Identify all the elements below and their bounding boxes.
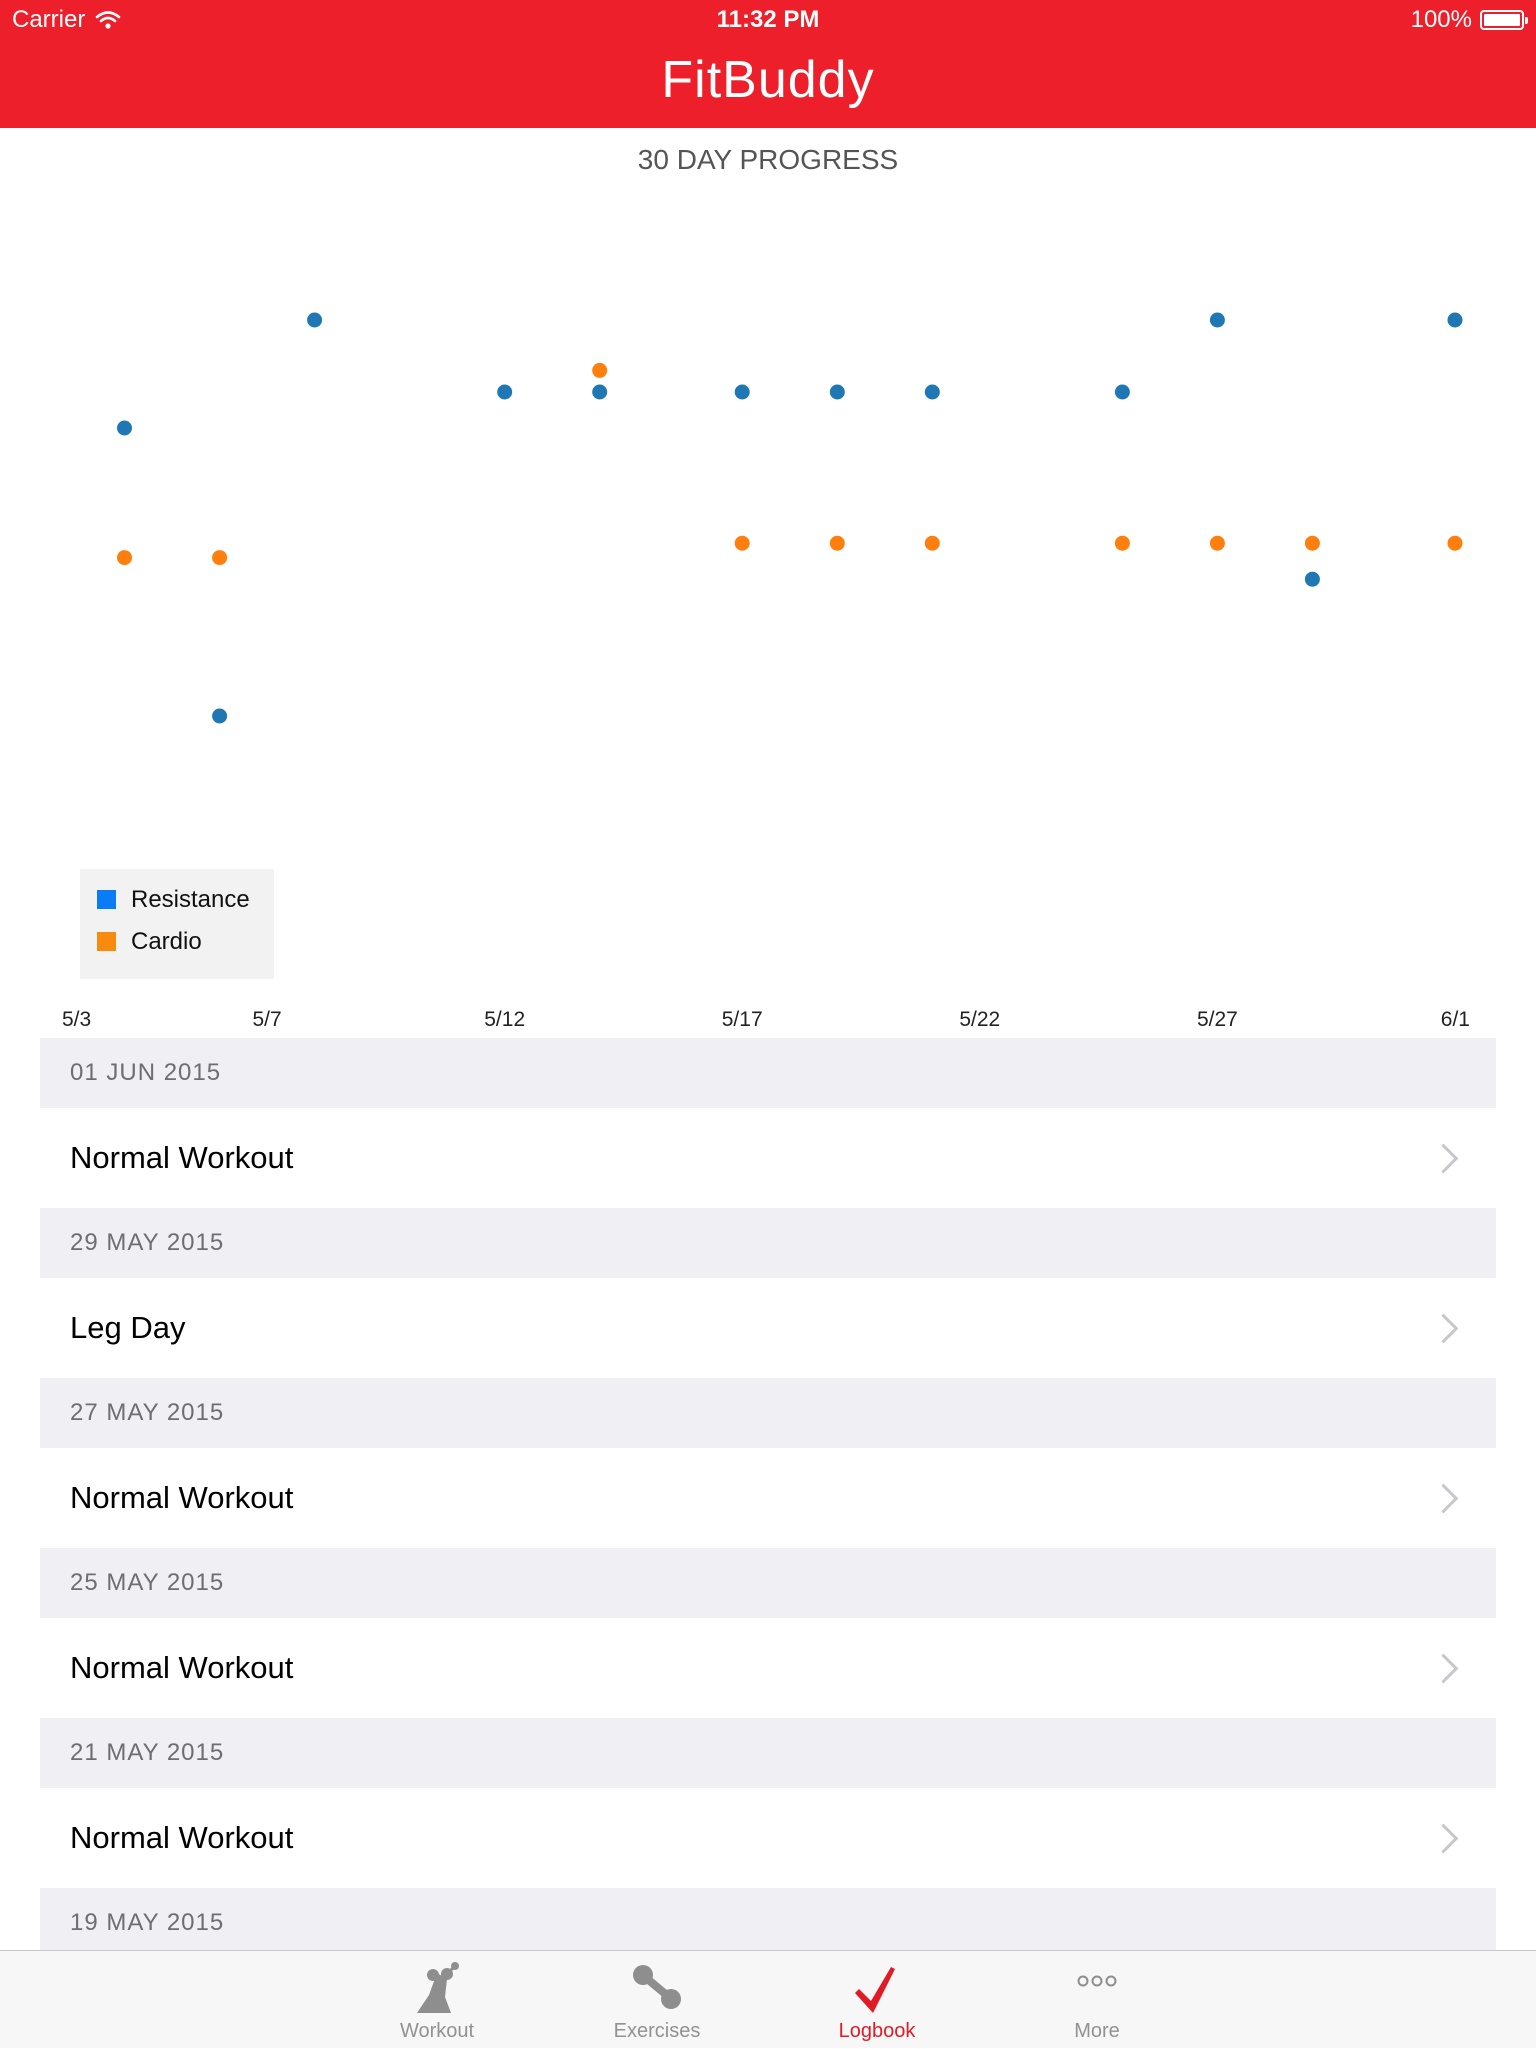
x-tick-label: 5/12: [484, 1008, 525, 1031]
legend-label: Cardio: [131, 928, 202, 955]
legend-label: Resistance: [131, 886, 250, 913]
resistance-point: [734, 384, 750, 400]
resistance-point: [117, 420, 132, 436]
tab-bar: Workout Exercises Logbook More: [0, 1950, 1536, 2048]
tab-label-exercises: Exercises: [613, 2020, 701, 2042]
navigation-bar: Carrier 11:32 PM 100% FitBuddy: [0, 0, 1536, 128]
workout-row[interactable]: Normal Workout: [40, 1448, 1496, 1548]
section-date-label: 27 MAY 2015: [70, 1399, 225, 1426]
cardio-point: [1209, 535, 1225, 551]
chevron-right-icon: [1428, 1823, 1459, 1853]
cardio-point: [117, 550, 132, 566]
workout-name: Normal Workout: [70, 1140, 294, 1175]
cardio-point: [829, 535, 845, 551]
x-tick-label: 6/1: [1441, 1008, 1470, 1031]
section-date-label: 21 MAY 2015: [70, 1739, 225, 1766]
x-tick-label: 5/7: [252, 1008, 281, 1031]
chevron-right-icon: [1428, 1313, 1459, 1343]
cardio-point: [734, 535, 750, 551]
section-date-label: 01 JUN 2015: [70, 1059, 222, 1086]
workout-name: Normal Workout: [70, 1480, 294, 1515]
workout-name: Leg Day: [70, 1310, 186, 1345]
legend-swatch: [97, 932, 116, 951]
x-tick-label: 5/27: [1197, 1008, 1238, 1031]
workout-row[interactable]: Normal Workout: [40, 1788, 1496, 1888]
logbook-list[interactable]: 01 JUN 2015 Normal Workout 29 MAY 2015 Leg …: [40, 1038, 1496, 1950]
section-date-label: 25 MAY 2015: [70, 1569, 225, 1596]
dumbbell-icon: [633, 1965, 681, 2009]
workout-row[interactable]: Normal Workout: [40, 1618, 1496, 1718]
cardio-point: [924, 535, 940, 551]
progress-chart: 30 DAY PROGRESS 5/3 5/7 5/12 5/17 5/22 5/27 6/…: [0, 128, 1536, 1038]
more-dots-icon: [1077, 1975, 1117, 1987]
x-tick-label: 5/17: [722, 1008, 763, 1031]
resistance-point: [212, 708, 228, 724]
carrier-indicator: Carrier: [12, 6, 121, 34]
resistance-point: [1114, 384, 1130, 400]
resistance-point: [1447, 312, 1463, 328]
section-date-label: 19 MAY 2015: [70, 1909, 225, 1936]
section-header-date: 01 JUN 2015: [40, 1038, 1496, 1108]
status-bar: Carrier 11:32 PM 100%: [0, 0, 1536, 40]
chart-title: 30 DAY PROGRESS: [637, 144, 899, 175]
x-tick-label: 5/22: [959, 1008, 1000, 1031]
section-header-date: 19 MAY 2015: [40, 1888, 1496, 1950]
cardio-point: [592, 362, 608, 378]
chevron-right-icon: [1428, 1483, 1459, 1513]
status-time: 11:32 PM: [716, 6, 820, 33]
workout-name: Normal Workout: [70, 1650, 294, 1685]
legend-background: [80, 869, 274, 979]
cardio-point: [212, 550, 228, 566]
wifi-icon: [96, 11, 121, 29]
cardio-point: [1304, 535, 1320, 551]
resistance-point: [592, 384, 608, 400]
cardio-point: [1114, 535, 1130, 551]
x-tick-label: 5/3: [62, 1008, 91, 1031]
workout-row[interactable]: Normal Workout: [40, 1108, 1496, 1208]
tab-label-logbook: Logbook: [838, 2020, 916, 2042]
scatter-plot: 5/3 5/7 5/12 5/17 5/22 5/27 6/1 Resistance Cardi…: [62, 312, 1470, 1031]
tab-exercises[interactable]: Exercises: [582, 1951, 732, 2049]
resistance-point: [307, 312, 323, 328]
section-header-date: 25 MAY 2015: [40, 1548, 1496, 1618]
section-header-date: 21 MAY 2015: [40, 1718, 1496, 1788]
battery-percent: 100%: [1410, 6, 1472, 33]
resistance-point: [829, 384, 845, 400]
resistance-point: [1304, 571, 1320, 587]
section-header-date: 27 MAY 2015: [40, 1378, 1496, 1448]
chevron-right-icon: [1428, 1143, 1459, 1173]
cardio-point: [1447, 535, 1463, 551]
tab-more[interactable]: More: [1022, 1951, 1172, 2049]
tab-workout[interactable]: Workout: [362, 1951, 512, 2049]
chart-legend: Resistance Cardio: [80, 869, 274, 979]
legend-swatch: [97, 890, 116, 909]
workout-row[interactable]: Leg Day: [40, 1278, 1496, 1378]
resistance-point: [1209, 312, 1225, 328]
section-header-date: 29 MAY 2015: [40, 1208, 1496, 1278]
tab-label-more: More: [1074, 2020, 1120, 2042]
workout-name: Normal Workout: [70, 1820, 294, 1855]
resistance-point: [924, 384, 940, 400]
tab-label-workout: Workout: [399, 2020, 475, 2042]
battery-icon: [1480, 10, 1528, 30]
section-date-label: 29 MAY 2015: [70, 1229, 225, 1256]
battery-indicator: 100%: [1410, 6, 1528, 34]
tab-logbook[interactable]: Logbook: [802, 1951, 952, 2049]
app-title: FitBuddy: [661, 51, 875, 109]
checkmark-icon: [855, 1967, 895, 2013]
resistance-point: [497, 384, 513, 400]
chevron-right-icon: [1428, 1653, 1459, 1683]
workout-figure-icon: [417, 1962, 459, 2013]
carrier-label: Carrier: [12, 6, 86, 33]
